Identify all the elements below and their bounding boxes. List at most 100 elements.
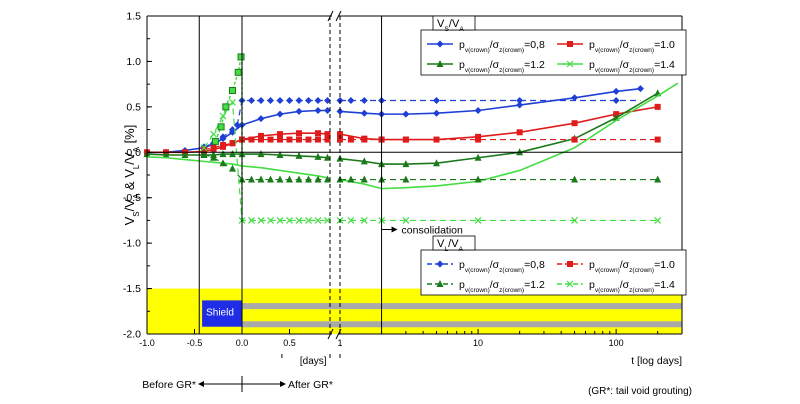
label-part: v(crown) [465, 287, 490, 294]
data-point [571, 217, 578, 224]
data-point [347, 136, 354, 143]
series-layer [143, 53, 679, 224]
vs-legend-title: VS/VA [437, 18, 464, 33]
data-point [210, 130, 217, 138]
legend-label: pv(crown)/σz(crown)=1.4 [589, 59, 675, 74]
data-point [402, 175, 410, 183]
label-part: V [437, 18, 445, 30]
data-point [324, 96, 331, 104]
label-part: p [459, 259, 465, 271]
legend-label: pv(crown)/σz(crown)=0,8 [459, 259, 545, 274]
data-point [516, 96, 524, 104]
data-point [324, 106, 331, 114]
data-point [474, 153, 482, 161]
axis-break-mark [327, 10, 334, 22]
data-point [474, 217, 482, 224]
label-part: p [459, 59, 465, 71]
data-point [433, 136, 440, 143]
data-point [571, 136, 578, 143]
data-point [276, 175, 284, 183]
label-part: V [122, 216, 137, 225]
data-point [360, 109, 368, 117]
label-part: p [589, 59, 595, 71]
label-part: S [444, 26, 449, 33]
series-line [339, 92, 659, 165]
vs-legend-box [420, 29, 687, 76]
label-part: /σ [490, 59, 500, 71]
series-line [339, 106, 658, 141]
data-point [267, 175, 274, 183]
data-point [324, 175, 331, 183]
data-point [314, 152, 322, 160]
x-tick-label: 0.5 [283, 338, 296, 348]
data-point [360, 96, 368, 104]
data-point [229, 98, 236, 106]
vl-legend-box [420, 249, 687, 296]
vl-legend-title: VL/VA [437, 238, 464, 253]
data-point [571, 175, 579, 183]
series-line [203, 100, 328, 222]
legend-label: pv(crown)/σz(crown)=1.4 [589, 279, 675, 294]
data-point [286, 175, 293, 183]
data-point [654, 103, 661, 110]
data-point [337, 136, 343, 143]
legend-label: pv(crown)/σz(crown)=0,8 [459, 39, 545, 54]
label-part: z(crown) [629, 67, 654, 74]
label-part: =1.2 [524, 279, 545, 291]
data-point [257, 115, 265, 123]
data-point [257, 150, 265, 158]
data-point [286, 217, 293, 224]
data-point [229, 164, 236, 172]
data-point [324, 217, 331, 224]
label-part: v(crown) [465, 67, 490, 74]
label-part: v(crown) [595, 267, 620, 274]
label-part: =0,8 [524, 39, 545, 51]
label-part: z(crown) [499, 267, 524, 274]
label-part: /σ [490, 279, 500, 291]
shield-block [202, 300, 242, 327]
data-point [229, 140, 236, 147]
data-point [402, 136, 409, 143]
data-point [402, 160, 410, 168]
data-point [315, 136, 321, 143]
data-point [571, 94, 579, 102]
label-part: A [132, 146, 141, 152]
background-layer: Shield [147, 288, 682, 334]
lining-bar-lower [242, 321, 682, 328]
label-part: A [459, 26, 464, 33]
data-point [314, 175, 322, 183]
data-point [433, 109, 441, 117]
data-point [276, 217, 284, 224]
y-tick-label: 0.0 [126, 147, 141, 159]
label-part: p [459, 39, 465, 51]
label-part: z(crown) [629, 47, 654, 54]
data-point [347, 217, 355, 224]
data-point [402, 217, 410, 224]
data-point [276, 110, 284, 118]
data-point [257, 96, 265, 104]
axis-break-mark [335, 10, 342, 22]
data-point [360, 217, 368, 224]
data-point [181, 151, 189, 159]
data-point [654, 175, 662, 183]
data-point [305, 136, 312, 143]
data-point [566, 60, 574, 68]
label-part: /σ [620, 59, 630, 71]
x-unit-days: [days] [300, 356, 327, 367]
data-point [336, 107, 344, 115]
data-point [305, 217, 312, 224]
label-part: =1.4 [654, 279, 675, 291]
label-part: /σ [490, 39, 500, 51]
data-point [314, 217, 322, 224]
x-tick-label: -1.0 [139, 338, 155, 348]
vs-legend-title-box [432, 15, 476, 31]
data-point [248, 217, 255, 224]
spike-point [237, 53, 245, 61]
data-point [219, 159, 227, 167]
data-point [277, 131, 283, 138]
data-point [433, 159, 441, 167]
label-part: v(crown) [595, 287, 620, 294]
data-point [210, 144, 217, 151]
label-part: L [444, 246, 448, 253]
